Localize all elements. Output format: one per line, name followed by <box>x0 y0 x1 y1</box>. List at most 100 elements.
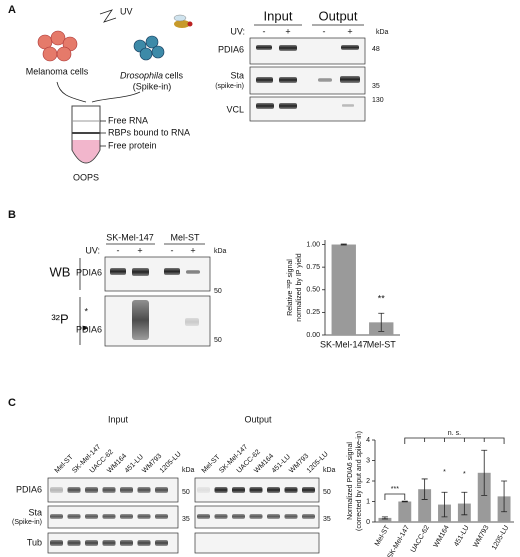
group-label: Input <box>264 8 293 23</box>
y-tick-label: 0.50 <box>306 287 320 294</box>
lane-label: 1205-LU <box>159 451 183 475</box>
melanoma-label: Melanoma cells <box>26 66 89 76</box>
band <box>85 514 98 519</box>
significance: n. s. <box>448 430 461 437</box>
y-axis-label: Relative ³²P signal <box>287 259 294 316</box>
row-label: VCL <box>226 104 244 114</box>
band <box>50 514 63 519</box>
row-label: (spike-in) <box>215 83 244 90</box>
band <box>102 487 116 493</box>
method-label: WB <box>50 264 71 279</box>
uv-state: - <box>323 26 326 36</box>
arrowhead: ▶ <box>83 325 89 332</box>
melanoma-cells <box>37 30 78 62</box>
bar <box>477 472 491 522</box>
x-tick-label: UACC-62 <box>410 524 431 554</box>
kda: kDa <box>376 29 389 36</box>
error-bar <box>378 312 385 332</box>
band <box>67 514 81 519</box>
band <box>50 540 63 546</box>
band <box>249 514 263 519</box>
error-bar <box>401 500 408 503</box>
significance: ** <box>378 293 386 303</box>
y-tick-label: 1 <box>366 498 370 505</box>
drosophila-label: cells <box>165 70 184 80</box>
band <box>155 487 168 493</box>
y-axis-label: normalized by IP yield <box>296 253 303 321</box>
uv-label: UV: <box>230 26 245 36</box>
uv-state: - <box>171 245 174 255</box>
spike-in-label: (Spike-in) <box>133 81 172 91</box>
y-tick-label: 0 <box>366 519 370 526</box>
kda: kDa <box>323 467 336 474</box>
band <box>267 514 280 519</box>
group-label: Input <box>108 414 129 424</box>
band <box>155 540 168 546</box>
marker: 50 <box>214 288 222 295</box>
band <box>137 540 151 546</box>
row-label: PDIA6 <box>218 44 244 54</box>
uv-state: + <box>347 26 352 36</box>
marker: 50 <box>182 489 190 496</box>
row-label: PDIA6 <box>76 324 102 334</box>
drosophila-label: Drosophila <box>120 70 163 80</box>
error-bar <box>340 243 347 246</box>
x-tick-label: SK-Mel-147 <box>320 339 368 349</box>
bar <box>331 244 356 335</box>
band <box>249 487 263 493</box>
row-label: PDIA6 <box>76 267 102 277</box>
band <box>102 514 116 519</box>
y-tick-label: 2 <box>366 478 370 485</box>
band <box>120 540 133 546</box>
band <box>284 487 298 493</box>
bar <box>378 517 392 522</box>
band <box>232 487 245 493</box>
row-label: PDIA6 <box>16 484 42 494</box>
uv-state: + <box>137 245 142 255</box>
y-tick-label: 3 <box>366 457 370 464</box>
tube <box>71 105 101 164</box>
band <box>284 514 298 519</box>
bands <box>256 45 360 109</box>
y-tick-label: 1.00 <box>306 241 320 248</box>
band <box>197 514 210 519</box>
x-tick-label: 451-LU <box>453 524 471 547</box>
x-tick-label: 1205-LU <box>491 524 510 551</box>
band <box>67 540 81 546</box>
uv-state: - <box>117 245 120 255</box>
y-tick-label: 0.75 <box>306 264 320 271</box>
band <box>85 540 98 546</box>
oops-label: OOPS <box>73 172 99 182</box>
band <box>137 514 151 519</box>
band <box>85 487 98 493</box>
group-label: SK-Mel-147 <box>106 232 154 242</box>
marker: 48 <box>372 46 380 53</box>
marker: 50 <box>214 337 222 344</box>
band <box>302 514 315 519</box>
row-label: Sta <box>230 70 244 80</box>
row-label: Sta <box>28 507 42 517</box>
uv-text: UV <box>120 6 133 16</box>
bar <box>398 501 412 522</box>
x-tick-label: Mel-ST <box>367 339 397 349</box>
band <box>197 487 210 493</box>
band <box>120 487 133 493</box>
marker: 130 <box>372 97 384 104</box>
panel-label: C <box>8 397 16 409</box>
panel-label: B <box>8 209 16 221</box>
band <box>120 514 133 519</box>
uv-state: - <box>263 26 266 36</box>
error-bar <box>481 449 488 496</box>
group-label: Mel-ST <box>171 232 201 242</box>
row-label: Tub <box>27 537 42 547</box>
band <box>302 487 315 493</box>
significance: * <box>463 471 466 478</box>
significance: * <box>443 469 446 476</box>
y-tick-label: 0.25 <box>306 309 320 316</box>
y-axis-label: (corrected by input and spike-in) <box>356 431 363 531</box>
marker: 35 <box>323 516 331 523</box>
band <box>155 514 168 519</box>
kda: kDa <box>182 467 195 474</box>
y-axis-label: Normalized PDIA6 signal <box>347 442 354 520</box>
